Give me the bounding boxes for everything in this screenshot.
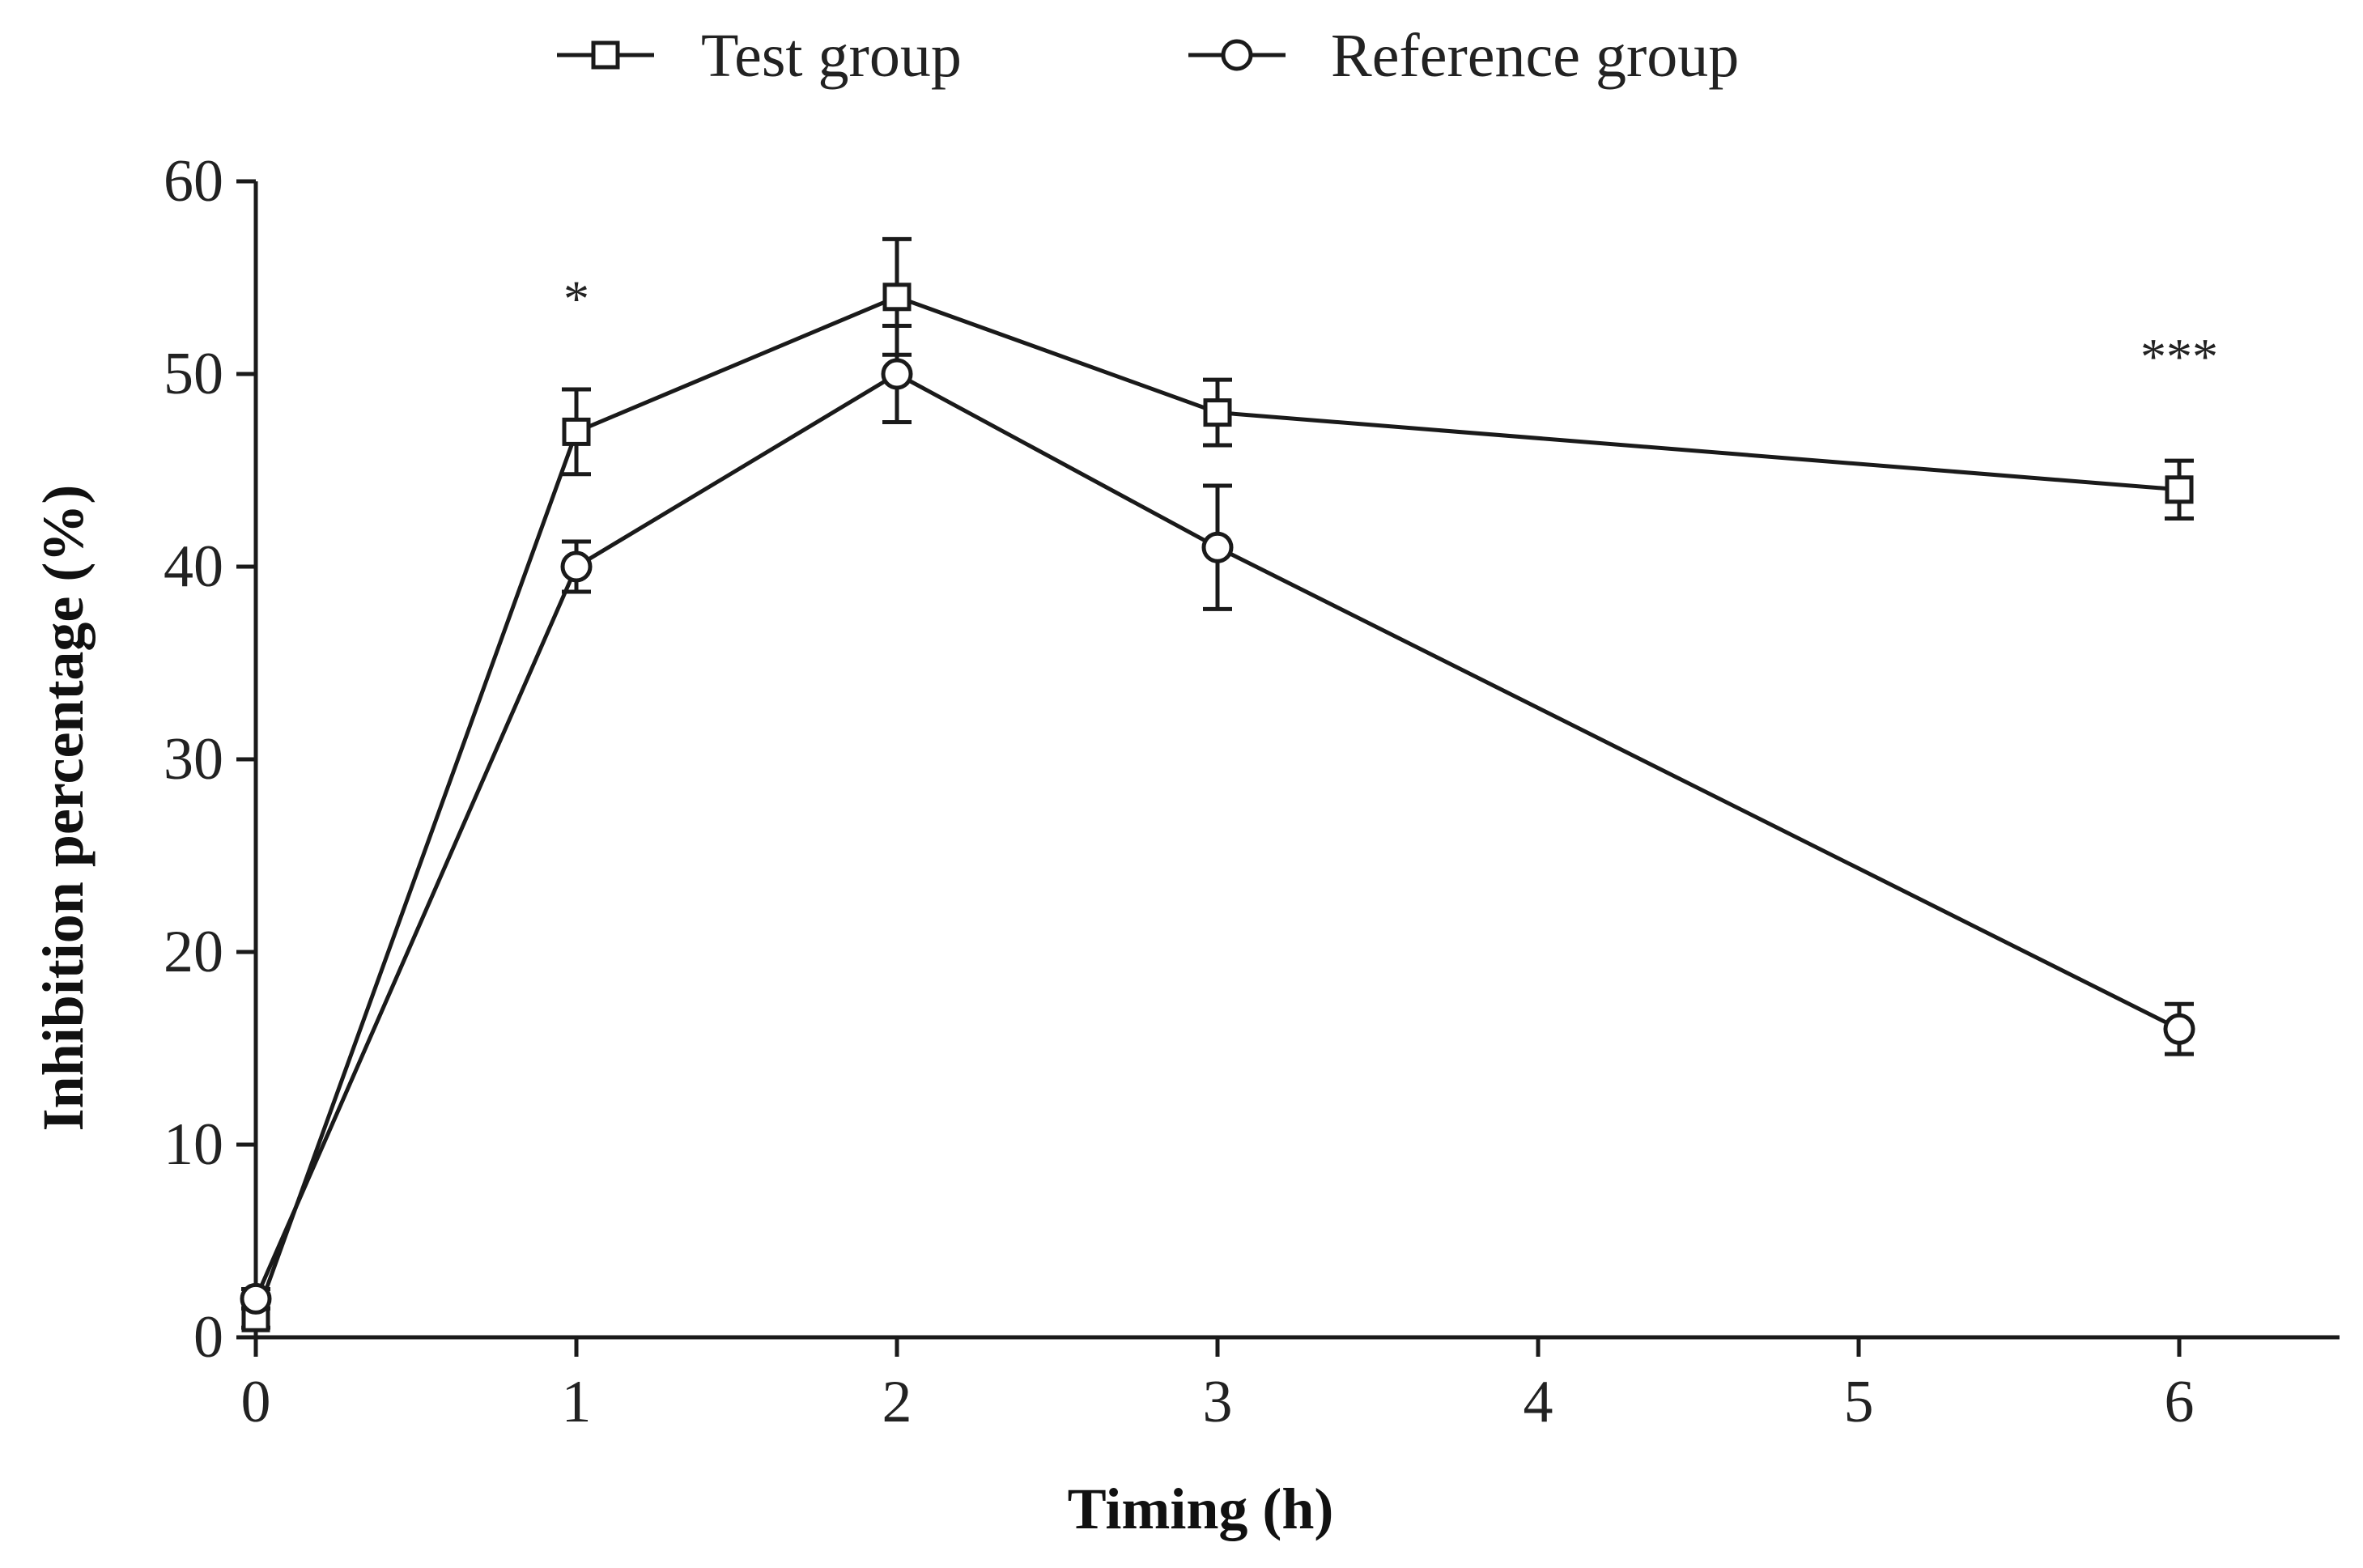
- x-tick-label: 4: [1524, 1369, 1553, 1435]
- data-point: [2165, 475, 2194, 504]
- legend-item: Reference group: [1188, 22, 1739, 90]
- y-tick-label: 60: [164, 148, 223, 215]
- legend-label: Reference group: [1331, 22, 1739, 90]
- data-point: [882, 283, 912, 312]
- legend-circle-marker: [1221, 39, 1253, 71]
- significance-annotation: *: [563, 270, 589, 328]
- y-tick-label: 0: [193, 1304, 223, 1370]
- series-line: [253, 295, 2180, 1319]
- y-axis-title: Inhibition percentage (%): [31, 485, 96, 1132]
- y-tick-label: 20: [164, 919, 223, 985]
- legend-label: Test group: [701, 22, 962, 90]
- y-tick-label: 30: [164, 726, 223, 792]
- y-tick-label: 40: [164, 533, 223, 600]
- data-point: [240, 1282, 272, 1315]
- x-tick-label: 2: [882, 1369, 912, 1435]
- x-tick-label: 0: [241, 1369, 271, 1435]
- axes: 0 10 20 30 40 50 60 0 1 2 3 4 5 6 Timing (h) Inhibition…: [31, 148, 2340, 1541]
- legend: Test group Reference group: [557, 22, 1739, 90]
- series-test-group: [241, 236, 2194, 1332]
- x-tick-label: 5: [1844, 1369, 1874, 1435]
- data-point: [2163, 1013, 2195, 1045]
- y-tick-label: 50: [164, 341, 223, 407]
- data-point: [560, 550, 593, 583]
- x-tick-label: 6: [2165, 1369, 2195, 1435]
- x-tick-label: 1: [562, 1369, 592, 1435]
- plot-area: [240, 236, 2195, 1332]
- significance-annotation: ***: [2140, 328, 2218, 385]
- y-tick-label: 10: [164, 1111, 223, 1178]
- data-point: [1201, 531, 1234, 563]
- x-tick-label: 3: [1203, 1369, 1233, 1435]
- x-axis-title: Timing (h): [1068, 1477, 1334, 1541]
- data-point: [562, 417, 591, 446]
- series-reference-group: [240, 324, 2195, 1315]
- legend-item: Test group: [557, 22, 962, 90]
- data-point: [1203, 398, 1232, 427]
- annotations: ****: [563, 270, 2218, 385]
- data-point: [881, 358, 913, 390]
- legend-square-marker: [591, 40, 620, 70]
